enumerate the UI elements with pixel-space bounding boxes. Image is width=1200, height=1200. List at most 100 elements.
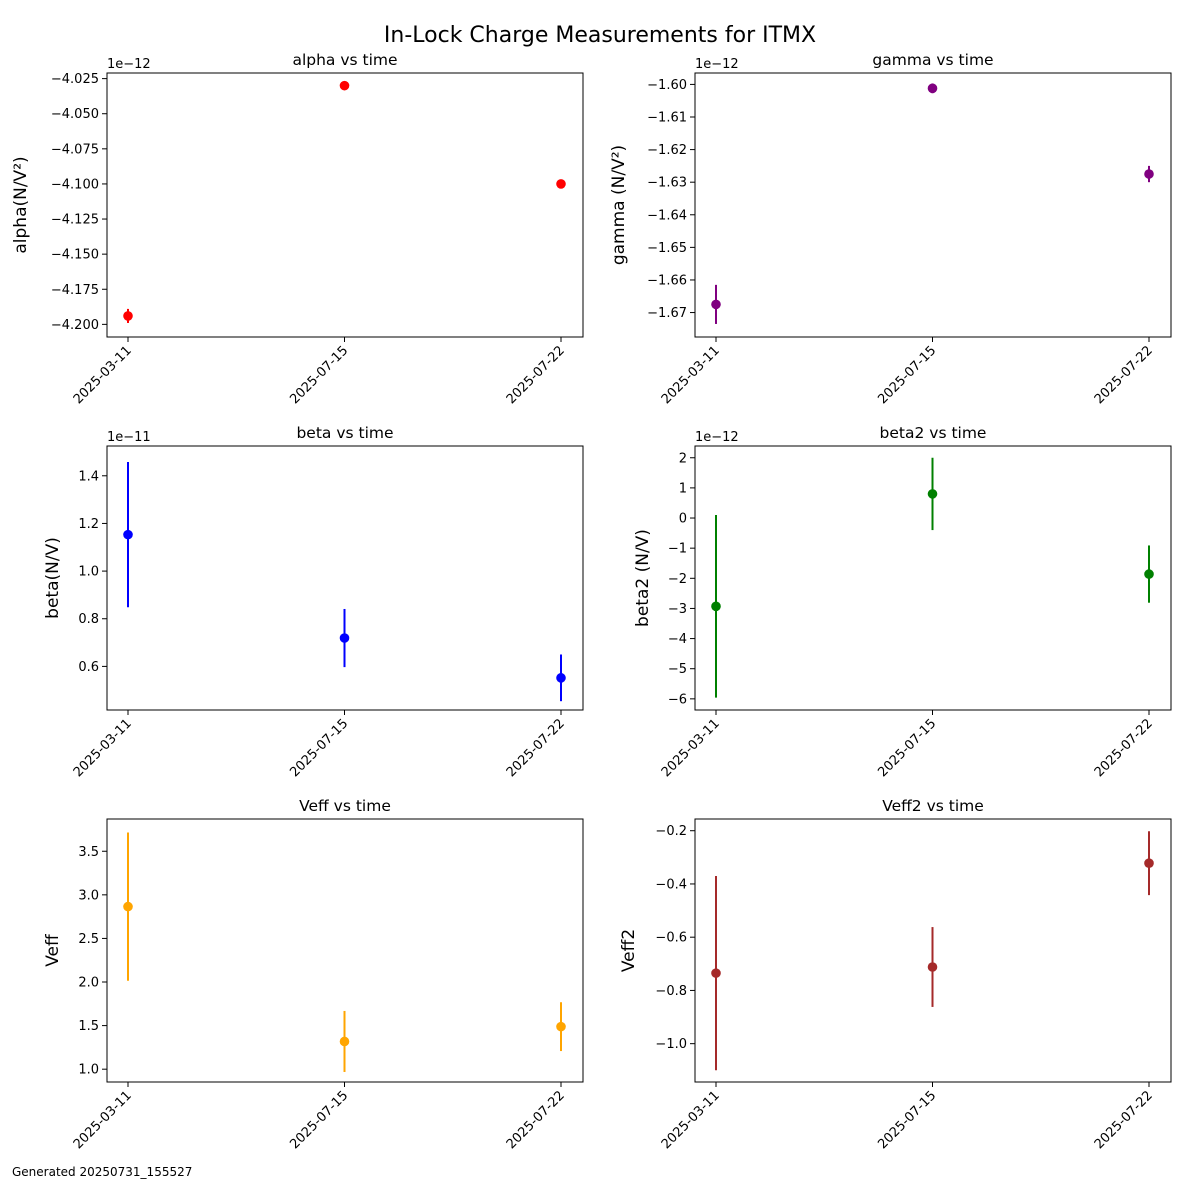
y-tick-label: −1.64 [647,208,687,223]
subplot-2: gamma vs time gamma (N/V²) 1e−12 −1.67 −1.66… [609,51,1172,407]
y-axis-label: gamma (N/V²) [609,145,629,265]
y-tick-label: 3.0 [78,888,99,903]
subplot-title: Veff2 vs time [882,797,984,815]
subplot-title: alpha vs time [292,51,397,69]
subplot-1: alpha vs time alpha(N/V²) 1e−12 −4.200 −4.17… [11,51,584,407]
y-tick-label: −6 [668,692,687,707]
y-tick-label: −1.66 [647,273,687,288]
y-offset-text: 1e−11 [107,430,151,445]
y-offset-text: 1e−12 [695,430,739,445]
x-tick-label: 2025-07-22 [1092,716,1156,780]
y-tick-label: −1.60 [647,78,687,93]
subplot-6: Veff2 vs time Veff2 −1.0 −0.8 −0.6 −0.4 −0.2 20… [619,797,1172,1152]
y-tick-label: −4.100 [51,177,99,192]
data-point [711,299,721,310]
x-tick-label: 2025-07-22 [504,343,568,407]
y-axis-label: beta(N/V) [43,537,63,619]
y-tick-label: 1.5 [78,1019,99,1034]
data-point [927,83,938,94]
y-tick-label: −4.025 [51,72,99,87]
x-tick-label: 2025-07-15 [287,343,351,407]
data-point [556,673,566,683]
y-tick-label: 2 [679,451,687,466]
axes-frame [694,72,1172,338]
y-tick-label: −4.200 [51,318,99,333]
x-tick-label: 2025-07-22 [504,716,568,780]
data-point [927,489,938,499]
data-point [1144,858,1154,868]
y-tick-label: −1.62 [647,143,687,158]
y-tick-label: −0.6 [655,931,687,946]
y-tick-label: −1 [668,542,687,557]
y-tick-label: −2 [668,572,687,587]
data-point [556,1021,566,1032]
x-tick-label: 2025-07-15 [287,716,351,780]
y-tick-label: 2.5 [78,932,99,947]
data-point [1144,169,1154,179]
x-tick-label: 2025-07-15 [875,1088,939,1152]
x-tick-label: 2025-03-11 [71,716,135,780]
y-axis-label: Veff [43,933,63,967]
y-tick-label: −0.8 [655,984,687,999]
data-point [711,968,721,978]
data-point [339,1036,350,1047]
y-tick-label: −4 [668,632,687,647]
subplot-4: beta2 vs time beta2 (N/V) 1e−12 −6 −5 −4 −3 −2 −… [633,424,1172,780]
x-tick-label: 2025-03-11 [659,1088,723,1152]
subplot-title: Veff vs time [299,797,391,815]
x-tick-label: 2025-03-11 [659,343,723,407]
y-tick-label: −1.0 [655,1037,687,1052]
data-point [123,311,133,321]
x-tick-label: 2025-07-15 [875,343,939,407]
subplot-title: beta2 vs time [880,424,987,442]
y-tick-label: −1.65 [647,241,687,256]
data-point [339,80,350,91]
y-tick-label: 0.8 [78,612,99,627]
y-axis-label: beta2 (N/V) [633,529,653,627]
x-tick-label: 2025-03-11 [71,343,135,407]
data-point [339,633,350,643]
y-tick-label: −4.050 [51,107,99,122]
data-point [556,179,566,189]
data-point [1144,569,1154,579]
y-tick-label: −1.61 [647,111,687,126]
axes-frame [106,72,584,338]
data-point [927,962,938,972]
y-axis-label: alpha(N/V²) [11,156,31,253]
y-tick-label: −4.175 [51,283,99,298]
x-tick-label: 2025-07-22 [504,1088,568,1152]
x-tick-label: 2025-07-22 [1092,1088,1156,1152]
axes-frame [106,445,584,711]
x-tick-label: 2025-03-11 [659,716,723,780]
y-tick-label: 1 [679,481,687,496]
data-point [711,601,721,612]
subplot-title: gamma vs time [872,51,993,69]
data-point [123,529,133,540]
y-tick-label: −3 [668,602,687,617]
x-tick-label: 2025-07-22 [1092,343,1156,407]
y-offset-text: 1e−12 [107,57,151,72]
generated-timestamp: Generated 20250731_155527 [12,1165,193,1179]
x-tick-label: 2025-03-11 [71,1088,135,1152]
y-tick-label: −4.125 [51,213,99,228]
data-point [123,901,133,912]
y-tick-label: −0.4 [655,877,687,892]
y-tick-label: 0 [679,512,687,527]
figure-title: In-Lock Charge Measurements for ITMX [384,23,816,48]
y-tick-label: −0.2 [655,824,687,839]
x-tick-label: 2025-07-15 [287,1088,351,1152]
y-tick-label: 2.0 [78,976,99,991]
y-tick-label: 3.5 [78,845,99,860]
subplot-5: Veff vs time Veff 1.0 1.5 2.0 2.5 3.0 3.5 2025-0… [43,797,584,1152]
y-tick-label: 1.0 [78,1063,99,1078]
x-tick-label: 2025-07-15 [875,716,939,780]
subplot-title: beta vs time [296,424,393,442]
y-tick-label: −4.075 [51,142,99,157]
y-tick-label: −4.150 [51,248,99,263]
y-tick-label: 1.4 [78,469,99,484]
subplot-3: beta vs time beta(N/V) 1e−11 0.6 0.8 1.0 1.2 1.… [43,424,584,780]
y-axis-label: Veff2 [619,929,639,972]
y-tick-label: −1.67 [647,306,687,321]
y-tick-label: 1.0 [78,565,99,580]
